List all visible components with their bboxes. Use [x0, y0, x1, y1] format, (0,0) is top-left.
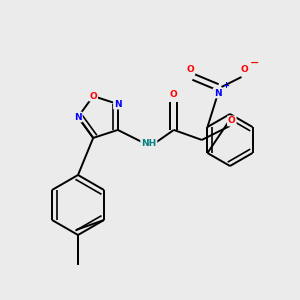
- Text: O: O: [187, 65, 194, 74]
- Text: N: N: [114, 100, 122, 109]
- Text: +: +: [222, 80, 229, 89]
- Text: NH: NH: [141, 140, 156, 148]
- Text: N: N: [74, 112, 82, 122]
- Text: O: O: [89, 92, 97, 100]
- Text: O: O: [170, 90, 178, 99]
- Text: O: O: [241, 65, 248, 74]
- Text: O: O: [228, 116, 236, 125]
- Text: N: N: [214, 88, 221, 98]
- Text: −: −: [250, 58, 259, 68]
